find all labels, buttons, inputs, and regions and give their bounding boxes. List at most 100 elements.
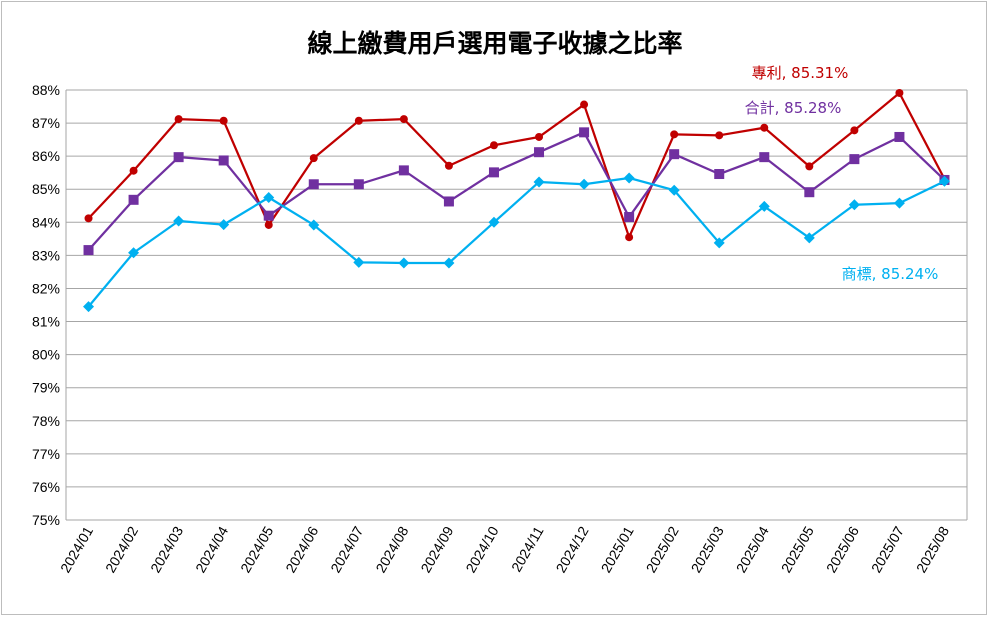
x-tick-label: 2024/11: [508, 523, 547, 574]
series-diamond: [83, 172, 950, 313]
x-tick-label: 2025/07: [868, 523, 907, 575]
data-point: [488, 167, 499, 178]
data-point: [895, 88, 904, 97]
data-point: [625, 233, 634, 242]
series-label: 專利, 85.31%: [752, 64, 849, 82]
y-tick-label: 78%: [32, 413, 60, 429]
series-square: [83, 127, 950, 256]
data-point: [129, 166, 138, 175]
data-point: [219, 116, 228, 125]
data-point: [488, 216, 500, 228]
x-tick-label: 2024/07: [327, 523, 366, 575]
series-line: [87, 91, 946, 239]
y-tick-label: 76%: [32, 479, 60, 495]
x-tick-label: 2025/04: [733, 523, 772, 575]
x-tick-label: 2024/08: [372, 523, 411, 575]
data-point: [264, 220, 273, 229]
data-point: [624, 212, 635, 223]
data-point: [714, 169, 725, 180]
data-point: [444, 161, 453, 170]
x-tick-label: 2024/01: [57, 523, 96, 575]
data-point: [83, 301, 95, 313]
gridlines: [65, 89, 968, 521]
data-point: [893, 197, 905, 209]
series-label: 商標, 85.24%: [842, 265, 939, 283]
y-tick-label: 86%: [32, 148, 60, 164]
data-point: [803, 232, 815, 244]
data-point: [398, 165, 409, 176]
data-point: [173, 215, 185, 227]
data-point: [218, 219, 230, 231]
chart-title: 線上繳費用戶選用電子收據之比率: [307, 29, 682, 58]
x-tick-label: 2025/03: [688, 523, 727, 575]
data-point: [850, 126, 859, 135]
data-point: [128, 194, 139, 205]
data-point: [173, 152, 184, 163]
y-axis-ticks: 75% 76% 77% 78% 79% 80% 81% 82% 83% 84% 85% 86% 87% 8…: [32, 82, 60, 528]
series-labels: 專利, 85.31% 合計, 85.28% 商標, 85.24%: [745, 64, 939, 283]
data-point: [805, 162, 814, 171]
data-point: [533, 176, 545, 188]
y-tick-label: 79%: [32, 380, 60, 396]
data-point: [670, 130, 679, 139]
x-tick-label: 2025/05: [778, 523, 817, 575]
x-tick-label: 2025/06: [823, 523, 862, 575]
x-tick-label: 2024/06: [282, 523, 321, 575]
data-point: [263, 192, 275, 203]
data-point: [353, 179, 364, 190]
x-tick-label: 2024/02: [102, 523, 141, 575]
series-line: [87, 131, 946, 251]
data-point: [623, 172, 635, 184]
series-label: 合計, 85.28%: [745, 99, 842, 117]
data-point: [308, 179, 319, 190]
y-tick-label: 87%: [32, 115, 60, 131]
y-tick-label: 77%: [32, 446, 60, 462]
x-tick-label: 2024/05: [237, 523, 276, 575]
data-point: [758, 200, 770, 212]
data-point: [263, 210, 274, 221]
data-point: [443, 257, 455, 269]
data-point: [894, 131, 905, 142]
data-point: [715, 131, 724, 140]
x-tick-label: 2025/01: [598, 523, 637, 575]
x-tick-label: 2024/03: [147, 523, 186, 575]
data-point: [218, 155, 229, 166]
data-point: [579, 127, 590, 138]
data-point: [128, 247, 140, 259]
data-point: [399, 115, 408, 124]
y-tick-label: 80%: [32, 347, 60, 363]
y-tick-label: 81%: [32, 314, 60, 330]
x-tick-label: 2025/02: [643, 523, 682, 575]
data-point: [580, 100, 589, 109]
data-point: [760, 123, 769, 132]
data-point: [354, 116, 363, 125]
data-point: [713, 237, 725, 249]
series-circle: [84, 88, 949, 242]
data-point: [309, 154, 318, 163]
data-point: [759, 152, 770, 163]
y-tick-label: 88%: [32, 82, 60, 98]
y-tick-label: 75%: [32, 512, 60, 528]
data-point: [849, 154, 860, 165]
x-tick-label: 2025/08: [913, 523, 952, 575]
data-point: [938, 175, 950, 187]
data-point: [534, 147, 545, 158]
x-tick-label: 2024/04: [192, 523, 231, 575]
data-point: [804, 187, 815, 198]
data-point: [84, 214, 93, 223]
x-tick-label: 2024/10: [462, 523, 501, 575]
data-point: [83, 245, 94, 256]
x-tick-label: 2024/12: [553, 523, 592, 575]
data-point: [489, 141, 498, 150]
y-tick-label: 85%: [32, 181, 60, 197]
data-point: [535, 132, 544, 141]
data-point: [398, 257, 410, 269]
series-group: [83, 88, 950, 313]
data-point: [668, 184, 680, 196]
data-point: [174, 115, 183, 124]
data-point: [443, 196, 454, 207]
data-point: [308, 219, 320, 231]
x-tick-label: 2024/09: [417, 523, 456, 575]
series-line: [87, 176, 945, 308]
